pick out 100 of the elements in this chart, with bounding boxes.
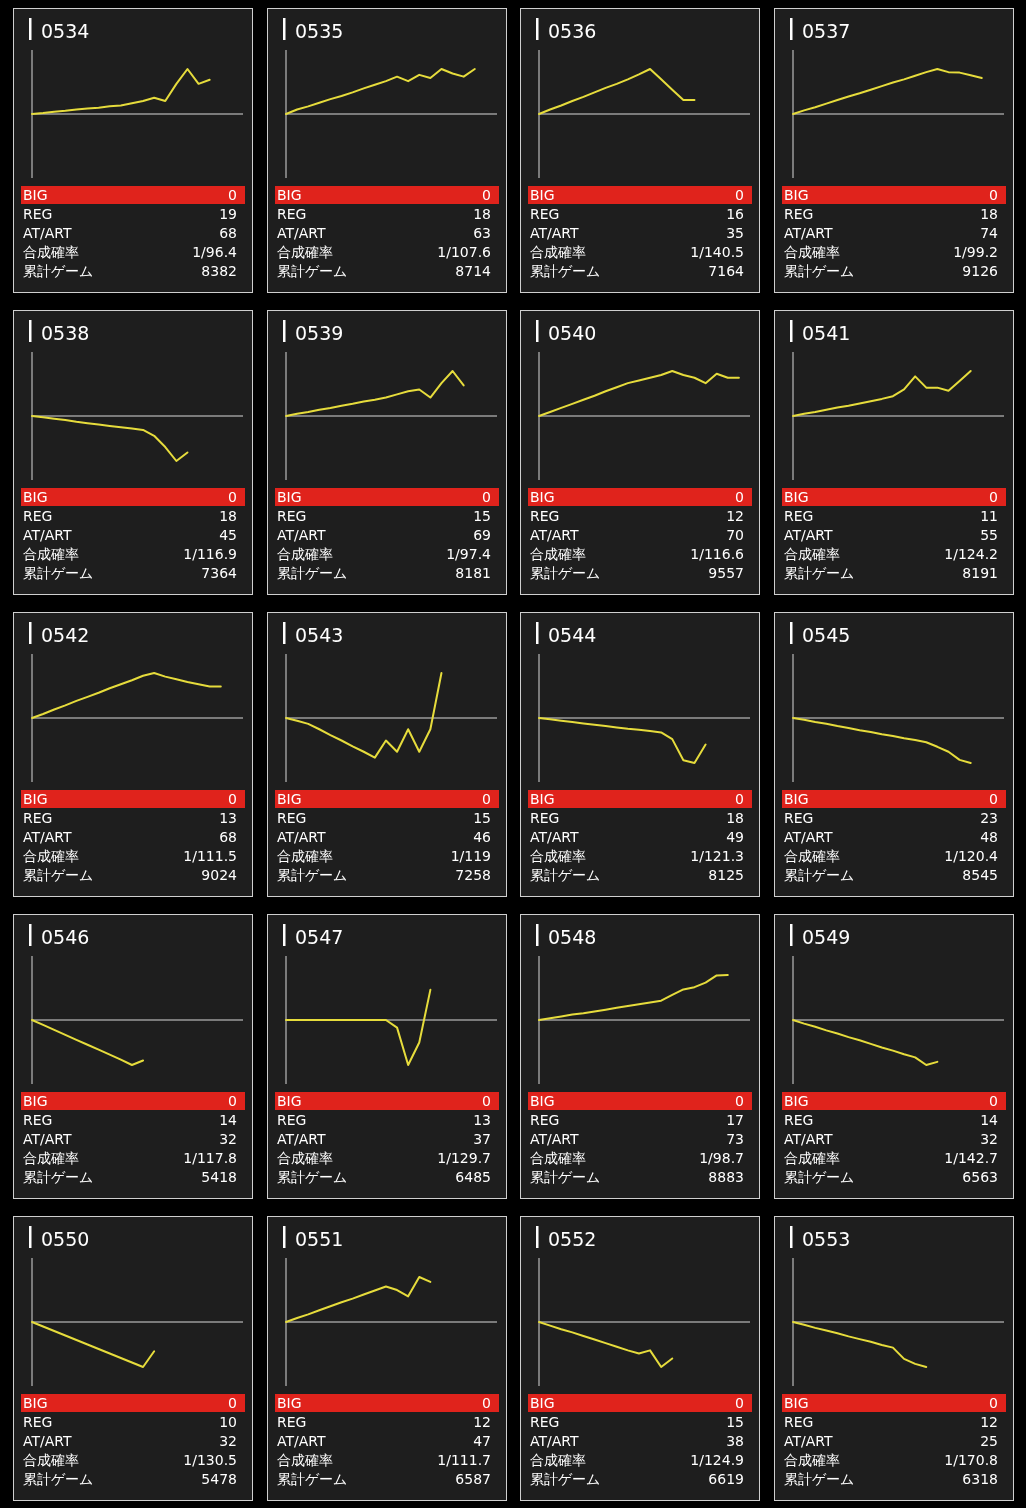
text: 1/142.7 bbox=[944, 1150, 998, 1166]
text: 32 bbox=[219, 1433, 237, 1449]
text: BIG bbox=[530, 489, 555, 505]
text: 合成確率 bbox=[530, 848, 586, 864]
text: REG bbox=[784, 206, 814, 222]
text: 1/97.4 bbox=[446, 546, 492, 562]
text: 17 bbox=[726, 1112, 744, 1128]
text: 18 bbox=[726, 810, 744, 826]
text: 0 bbox=[228, 187, 237, 203]
text: 6485 bbox=[455, 1169, 491, 1185]
text: 18 bbox=[980, 206, 998, 222]
text: AT/ART bbox=[277, 829, 327, 845]
text: 累計ゲーム bbox=[530, 1471, 600, 1487]
text: REG bbox=[277, 810, 307, 826]
text: 累計ゲーム bbox=[23, 1169, 93, 1185]
text: 合成確率 bbox=[23, 244, 79, 260]
text: 0 bbox=[735, 791, 744, 807]
chart-title: 0547 bbox=[295, 926, 344, 948]
text: 55 bbox=[980, 527, 998, 543]
text: 1/119 bbox=[450, 848, 491, 864]
text: 合成確率 bbox=[530, 546, 586, 562]
text: 1/120.4 bbox=[944, 848, 999, 864]
chart-title: 0541 bbox=[802, 322, 851, 344]
text: 8181 bbox=[455, 565, 491, 581]
text: BIG bbox=[530, 791, 555, 807]
text: 合成確率 bbox=[23, 848, 79, 864]
text: 49 bbox=[726, 829, 744, 845]
text: AT/ART bbox=[530, 1433, 580, 1449]
text: 13 bbox=[473, 1112, 491, 1128]
text: 0 bbox=[735, 489, 744, 505]
text: BIG bbox=[277, 791, 302, 807]
text: 8883 bbox=[708, 1169, 744, 1185]
text: 12 bbox=[980, 1414, 998, 1430]
text: 合成確率 bbox=[530, 244, 586, 260]
text: 合成確率 bbox=[23, 546, 79, 562]
text: BIG bbox=[530, 187, 555, 203]
text: REG bbox=[23, 810, 53, 826]
text: 15 bbox=[726, 1414, 744, 1430]
text: 9024 bbox=[201, 867, 238, 883]
chart-title: 0548 bbox=[548, 926, 597, 948]
chart-title: 0539 bbox=[295, 322, 344, 344]
text: 8125 bbox=[708, 867, 744, 883]
text: 6619 bbox=[708, 1471, 744, 1487]
text: 累計ゲーム bbox=[784, 1169, 854, 1185]
text: 合成確率 bbox=[784, 1452, 840, 1468]
text: AT/ART bbox=[277, 225, 327, 241]
text: 1/107.6 bbox=[437, 244, 492, 260]
text: REG bbox=[23, 508, 53, 524]
text: 合成確率 bbox=[277, 1452, 333, 1468]
text: 23 bbox=[980, 810, 998, 826]
text: 合成確率 bbox=[530, 1452, 586, 1468]
chart-title: 0538 bbox=[41, 322, 90, 344]
text: BIG bbox=[277, 489, 302, 505]
text: 15 bbox=[473, 508, 491, 524]
text: 累計ゲーム bbox=[277, 867, 347, 883]
text: 68 bbox=[219, 225, 237, 241]
text: 累計ゲーム bbox=[784, 1471, 854, 1487]
text: 7258 bbox=[455, 867, 491, 883]
text: 73 bbox=[726, 1131, 744, 1147]
text: 8714 bbox=[455, 263, 492, 279]
text: 7364 bbox=[201, 565, 238, 581]
text: 32 bbox=[980, 1131, 998, 1147]
text: BIG bbox=[277, 187, 302, 203]
text: 35 bbox=[726, 225, 744, 241]
text: 0 bbox=[989, 791, 998, 807]
text: AT/ART bbox=[23, 225, 73, 241]
text: 47 bbox=[473, 1433, 491, 1449]
text: 68 bbox=[219, 829, 237, 845]
text: 1/96.4 bbox=[192, 244, 238, 260]
text: REG bbox=[530, 810, 560, 826]
text: 0 bbox=[482, 1093, 491, 1109]
text: REG bbox=[277, 206, 307, 222]
text: AT/ART bbox=[530, 225, 580, 241]
text: 0 bbox=[228, 1093, 237, 1109]
text: 累計ゲーム bbox=[277, 263, 347, 279]
chart-title: 0537 bbox=[802, 20, 851, 42]
text: REG bbox=[530, 206, 560, 222]
text: 9557 bbox=[708, 565, 744, 581]
text: REG bbox=[23, 1112, 53, 1128]
text: 74 bbox=[980, 225, 999, 241]
text: 1/129.7 bbox=[437, 1150, 491, 1166]
text: 合成確率 bbox=[277, 848, 333, 864]
text: 1/116.9 bbox=[183, 546, 237, 562]
text: 累計ゲーム bbox=[784, 867, 854, 883]
chart-title: 0550 bbox=[41, 1228, 90, 1250]
text: AT/ART bbox=[530, 527, 580, 543]
chart-title: 0553 bbox=[802, 1228, 851, 1250]
text: 8545 bbox=[962, 867, 998, 883]
text: 18 bbox=[219, 508, 237, 524]
text: 0 bbox=[228, 1395, 237, 1411]
text: 1/121.3 bbox=[690, 848, 744, 864]
chart-title: 0540 bbox=[548, 322, 597, 344]
text: 0 bbox=[989, 489, 998, 505]
chart-title: 0535 bbox=[295, 20, 344, 42]
text: 1/140.5 bbox=[690, 244, 744, 260]
text: 25 bbox=[980, 1433, 998, 1449]
text: AT/ART bbox=[784, 1131, 834, 1147]
text: 14 bbox=[980, 1112, 999, 1128]
text: 累計ゲーム bbox=[530, 1169, 600, 1185]
text: 合成確率 bbox=[23, 1150, 79, 1166]
